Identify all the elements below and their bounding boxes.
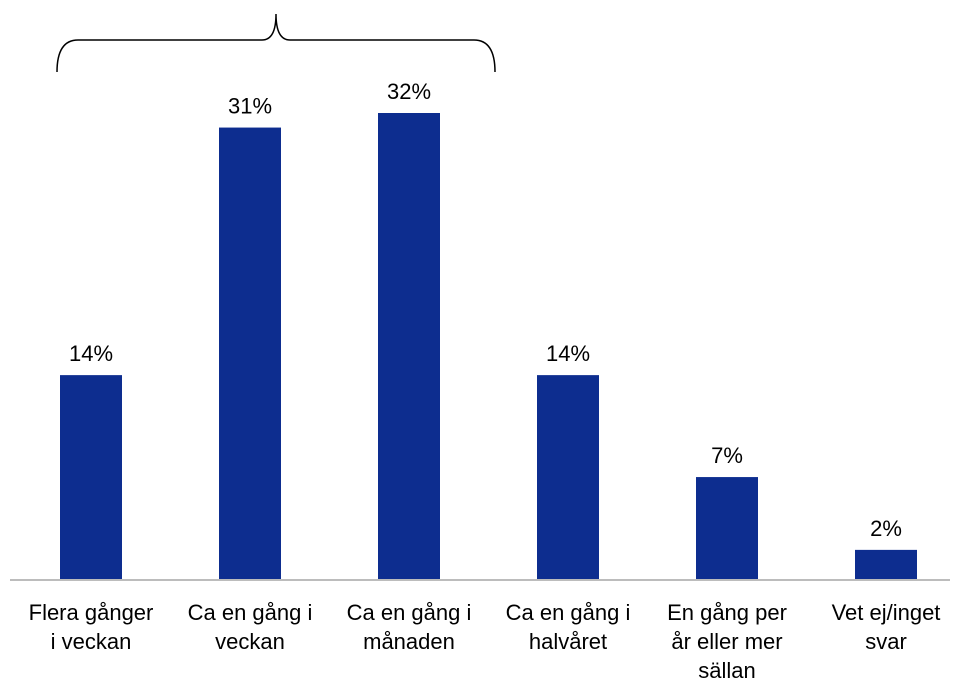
category-label-line: Flera gånger <box>29 600 154 625</box>
category-label-0: Flera gånger i veckan <box>29 600 154 654</box>
bar-0 <box>60 375 122 579</box>
category-label-line: sällan <box>698 658 755 683</box>
category-label-line: halvåret <box>529 629 607 654</box>
value-label-4: 7% <box>711 443 743 468</box>
category-label-1: Ca en gång i veckan <box>188 600 313 654</box>
category-group-bracket <box>56 13 496 73</box>
category-label-line: Ca en gång i <box>347 600 472 625</box>
value-label-3: 14% <box>546 341 590 366</box>
category-label-line: i veckan <box>51 629 132 654</box>
category-label-line: Ca en gång i <box>506 600 631 625</box>
bars-group <box>60 113 917 579</box>
category-label-line: år eller mer <box>671 629 782 654</box>
category-label-line: Vet ej/inget <box>832 600 941 625</box>
bar-4 <box>696 477 758 579</box>
bar-3 <box>537 375 599 579</box>
value-label-2: 32% <box>387 79 431 104</box>
category-label-line: svar <box>865 629 907 654</box>
value-label-1: 31% <box>228 94 272 119</box>
category-label-2: Ca en gång i månaden <box>347 600 472 654</box>
bar-2 <box>378 113 440 579</box>
value-labels-group: 14% 31% 32% 14% 7% 2% <box>69 79 902 541</box>
category-label-line: Ca en gång i <box>188 600 313 625</box>
value-label-5: 2% <box>870 516 902 541</box>
category-label-line: En gång per <box>667 600 787 625</box>
value-label-0: 14% <box>69 341 113 366</box>
category-label-3: Ca en gång i halvåret <box>506 600 631 654</box>
category-label-line: månaden <box>363 629 455 654</box>
bar-1 <box>219 127 281 579</box>
bar-5 <box>855 549 917 579</box>
category-label-line: veckan <box>215 629 285 654</box>
category-label-5: Vet ej/inget svar <box>832 600 941 654</box>
category-label-4: En gång per år eller mer sällan <box>667 600 787 683</box>
